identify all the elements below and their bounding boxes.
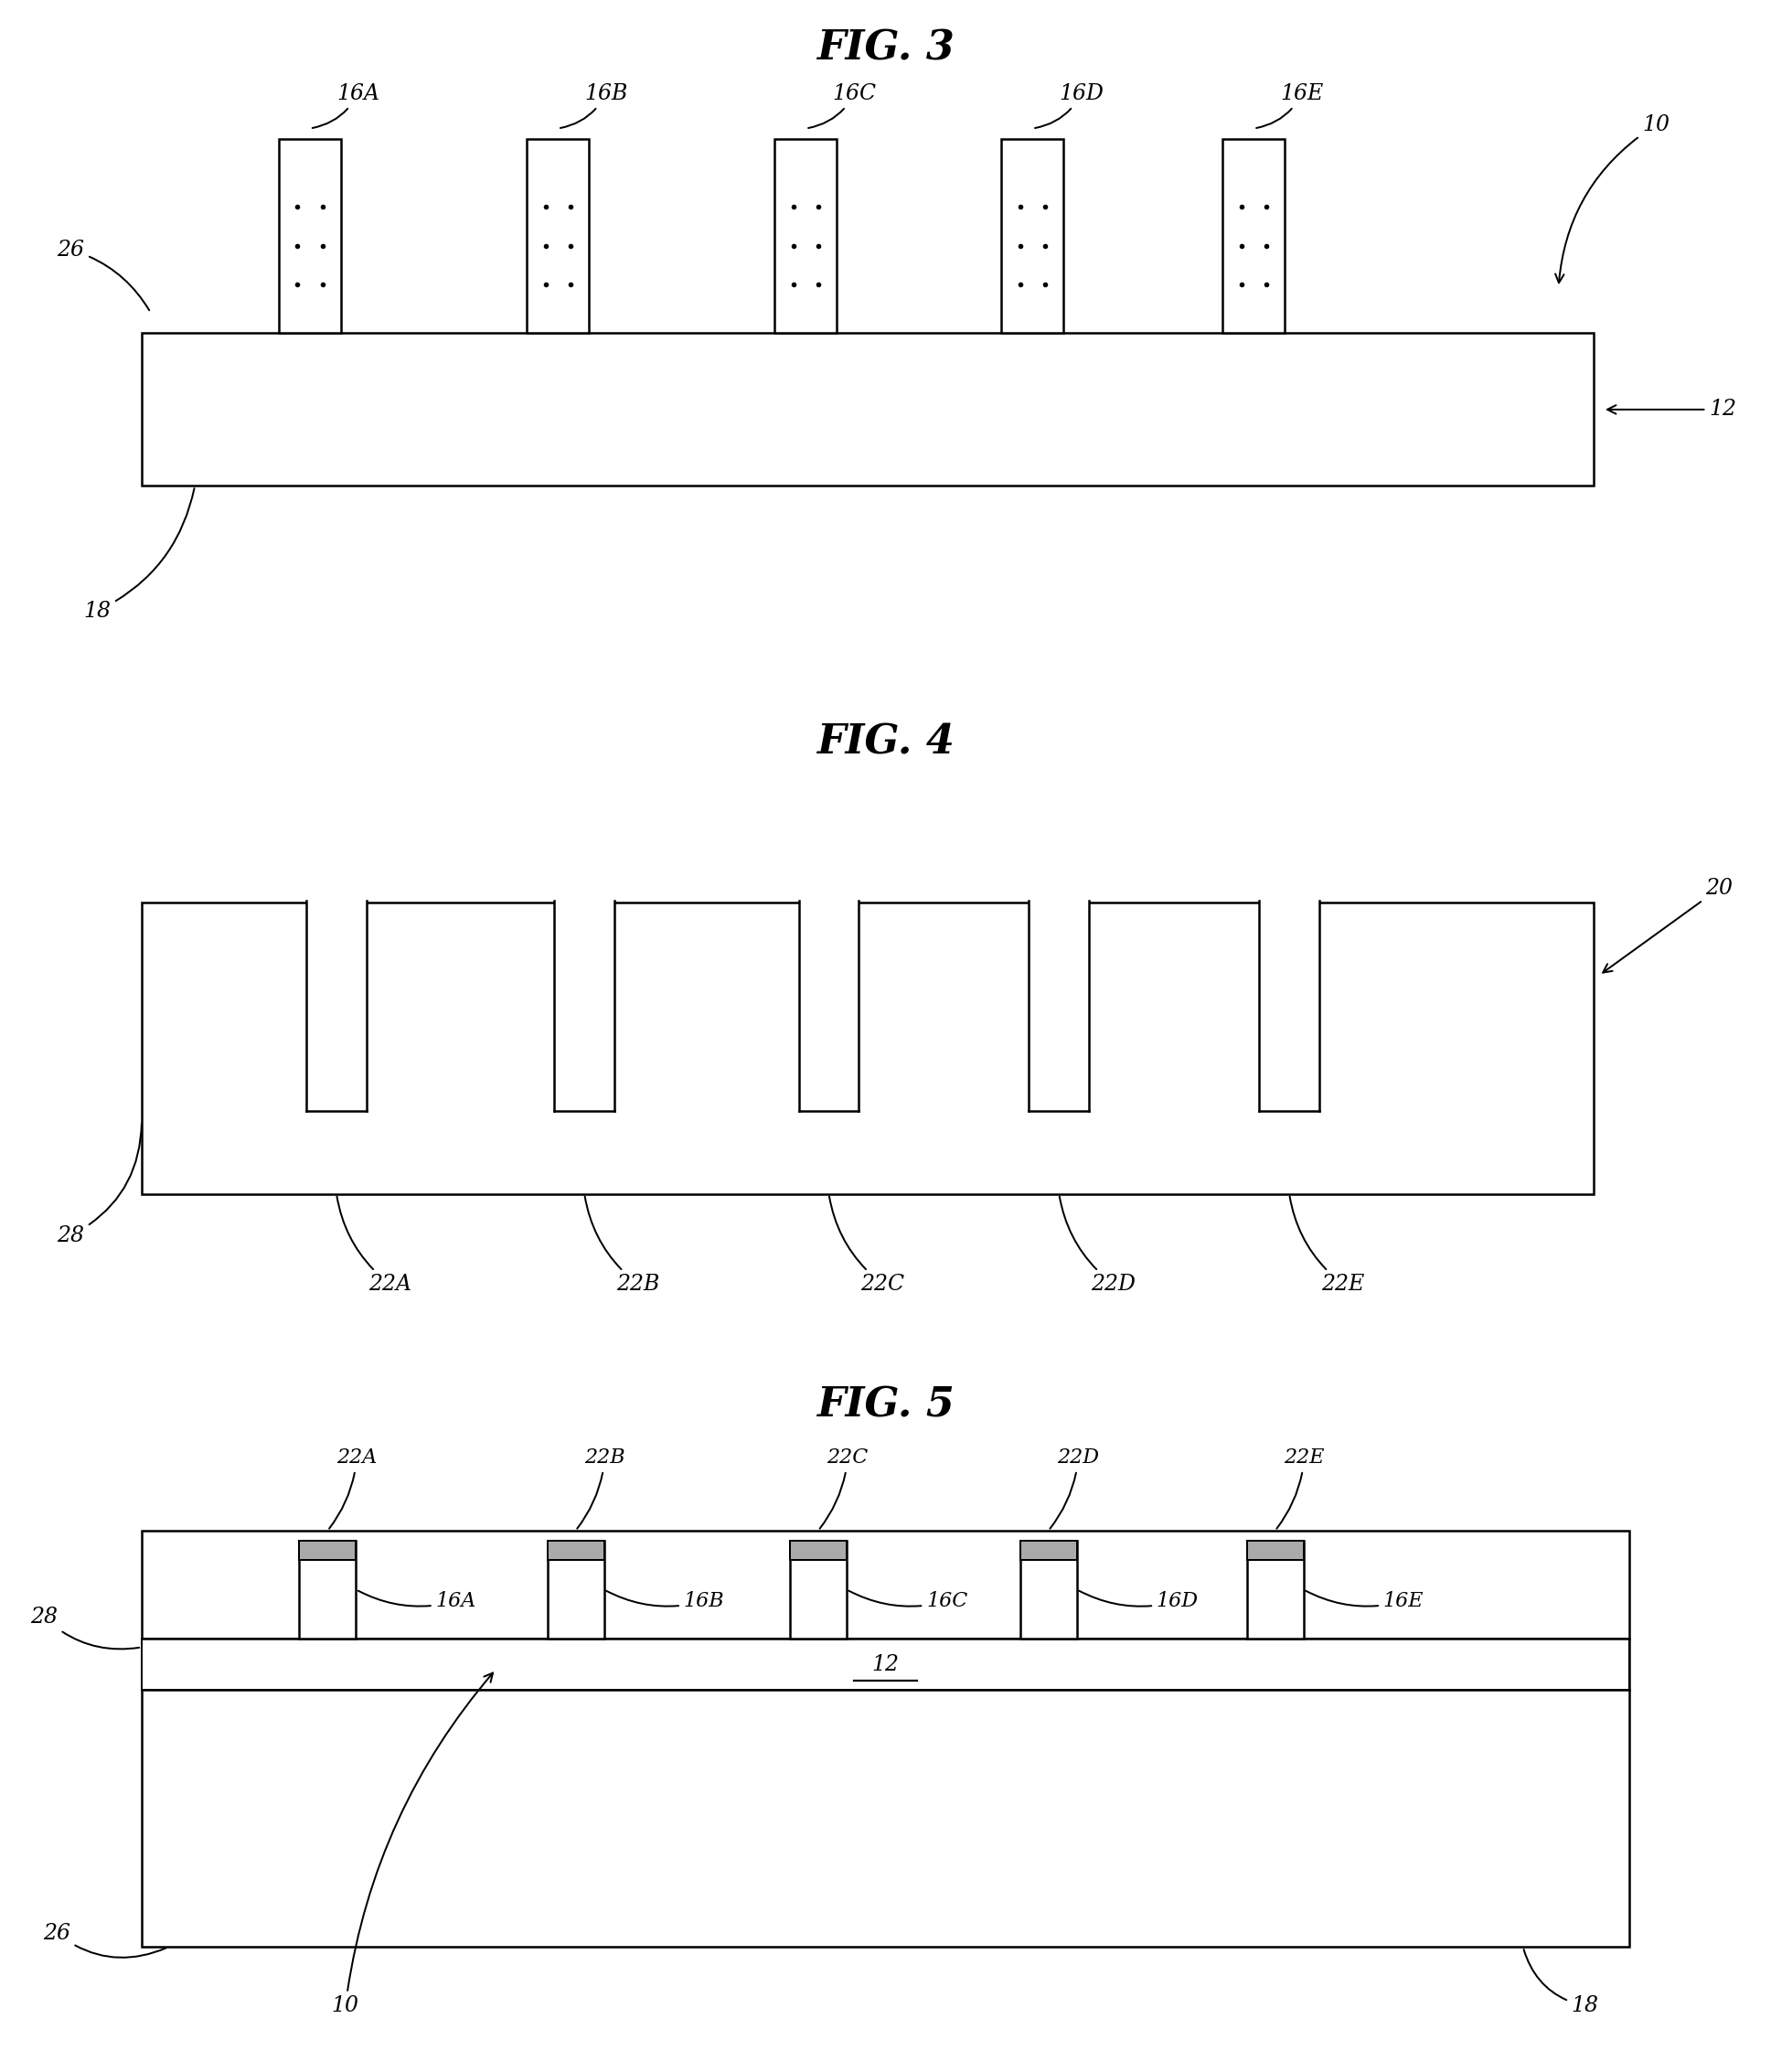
Text: 26: 26 [57,240,149,311]
Text: 18: 18 [1523,1950,1599,2016]
Bar [1020,1542,1077,1560]
Text: 16A: 16A [312,83,379,128]
Text: 22C: 22C [829,1196,905,1295]
Text: 16E: 16E [1256,83,1323,128]
Text: 22D: 22D [1050,1448,1100,1529]
Bar [142,334,1594,485]
Text: 28: 28 [30,1606,140,1649]
Bar [142,901,1594,1193]
Text: 16D: 16D [1034,83,1103,128]
Text: FIG. 3: FIG. 3 [816,29,955,68]
Bar [142,1531,1629,1948]
Text: 22A: 22A [336,1196,411,1295]
Text: 22C: 22C [820,1448,868,1529]
Bar [278,139,340,334]
Bar [1247,1542,1303,1639]
Text: 10: 10 [331,1672,492,2016]
Text: 12: 12 [871,1653,900,1674]
Text: 18: 18 [83,489,195,622]
Text: FIG. 5: FIG. 5 [816,1386,955,1426]
Bar [790,1542,847,1560]
Text: 10: 10 [1555,114,1670,282]
Text: 16B: 16B [560,83,627,128]
Bar [1259,899,1319,1111]
Text: 22D: 22D [1059,1196,1135,1295]
Bar [1020,1542,1077,1639]
Bar [776,139,838,334]
Text: 22A: 22A [329,1448,377,1529]
Bar [1002,139,1063,334]
Bar [1029,899,1089,1111]
Text: 16E: 16E [1305,1591,1424,1612]
Bar [790,1542,847,1639]
Bar [799,899,859,1111]
Bar [1247,1542,1303,1560]
Bar [306,899,367,1111]
Text: 22E: 22E [1289,1196,1364,1295]
Text: 22B: 22B [577,1448,625,1529]
Bar [299,1542,356,1639]
Text: 16D: 16D [1079,1591,1199,1612]
Text: 20: 20 [1603,879,1732,972]
Text: 16B: 16B [606,1591,724,1612]
Bar [142,1639,1629,1691]
Text: 16C: 16C [848,1591,967,1612]
Bar [547,1542,604,1639]
Text: 26: 26 [43,1923,166,1958]
Text: 28: 28 [57,1123,142,1245]
Text: 16A: 16A [358,1591,476,1612]
Bar [547,1542,604,1560]
Text: FIG. 4: FIG. 4 [816,723,955,762]
Text: 22B: 22B [584,1196,659,1295]
Text: 22E: 22E [1277,1448,1325,1529]
Bar [1222,139,1286,334]
Bar [299,1542,356,1560]
Bar [528,139,588,334]
Bar [554,899,615,1111]
Text: 12: 12 [1608,400,1736,421]
Text: 16C: 16C [808,83,877,128]
